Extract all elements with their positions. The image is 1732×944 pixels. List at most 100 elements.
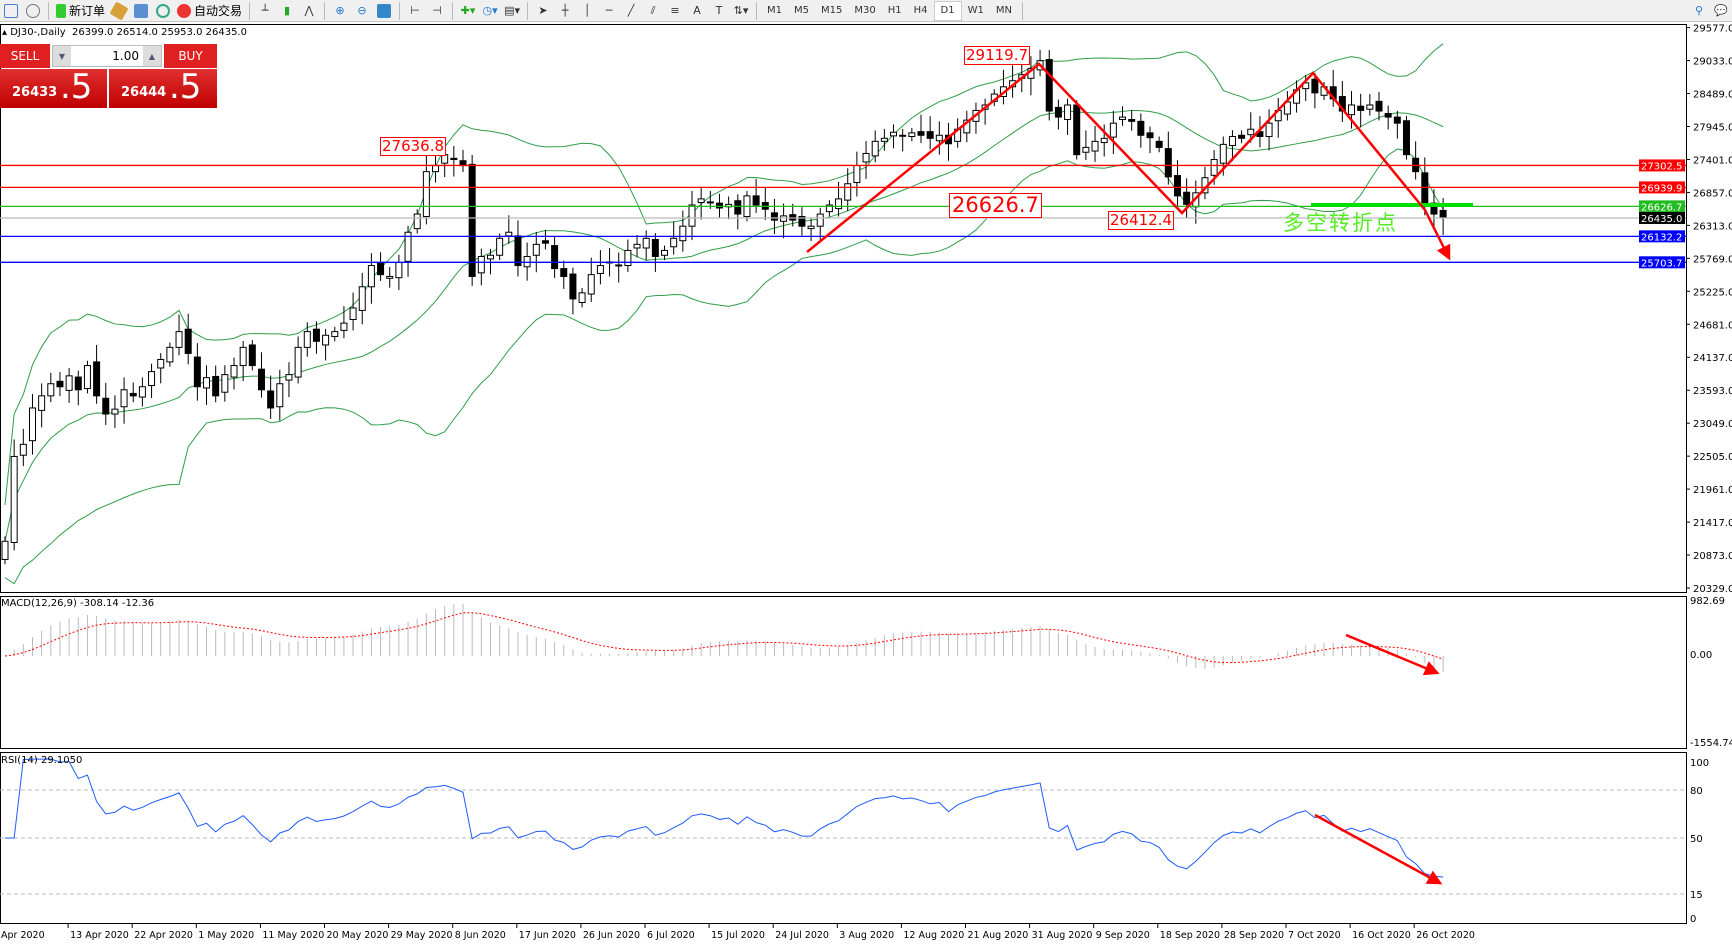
- periods-icon[interactable]: ◷▾: [482, 4, 498, 17]
- arrows-icon[interactable]: ⇅▾: [733, 4, 749, 17]
- candle: [1173, 160, 1181, 207]
- candle-body: [935, 134, 943, 142]
- price-tick-label: 25225.0: [1693, 287, 1732, 298]
- zoom-in-icon[interactable]: ⊕: [335, 4, 345, 17]
- rsi-tick-label: 80: [1690, 786, 1703, 797]
- lot-size-stepper[interactable]: ▼ 1.00 ▲: [52, 45, 162, 67]
- candle-body: [825, 204, 833, 213]
- search-icon[interactable]: ⚲: [1694, 4, 1704, 17]
- timeframe-d1[interactable]: D1: [933, 0, 962, 21]
- candle: [1357, 93, 1365, 128]
- equidistant-channel-icon[interactable]: ⫽: [650, 3, 656, 17]
- price-tick-label: 23049.0: [1693, 419, 1732, 430]
- price-tick-label: 22505.0: [1693, 452, 1732, 463]
- annotation-peak2[interactable]: 29119.7: [964, 46, 1031, 65]
- date-label: 11 May 2020: [262, 930, 324, 941]
- candle-body: [926, 131, 934, 139]
- trendline-icon[interactable]: ╱: [627, 4, 635, 17]
- candle-body: [239, 346, 247, 367]
- line-chart-icon[interactable]: ⋀: [304, 4, 314, 17]
- chart-shift-icon[interactable]: ⊣: [432, 4, 442, 17]
- candle-body: [1137, 120, 1145, 136]
- candle: [276, 369, 284, 421]
- crosshair-icon[interactable]: ┼: [561, 4, 569, 17]
- candle: [193, 343, 201, 401]
- candle: [386, 267, 394, 288]
- candle-body: [28, 407, 36, 442]
- lot-size-input[interactable]: 1.00: [112, 49, 139, 63]
- navigator-icon[interactable]: [130, 1, 152, 21]
- text-label-icon[interactable]: T: [715, 4, 723, 17]
- candle-body: [47, 383, 55, 397]
- bar-chart-icon[interactable]: ┴: [261, 4, 269, 17]
- date-label: 28 Sep 2020: [1224, 930, 1284, 941]
- price-tick-label: 21417.0: [1693, 518, 1732, 529]
- candle-body: [148, 371, 156, 387]
- candle: [770, 198, 778, 235]
- zoom-window-icon[interactable]: [22, 1, 44, 21]
- sell-button[interactable]: SELL: [0, 44, 50, 68]
- auto-trading-button[interactable]: 自动交易: [174, 1, 245, 21]
- signals-icon[interactable]: [152, 1, 174, 21]
- lot-decrease-button[interactable]: ▼: [53, 46, 71, 66]
- candle-body: [193, 356, 201, 388]
- zigzag-arrow: [806, 62, 1451, 261]
- annotation-level[interactable]: 26626.7: [949, 193, 1042, 218]
- lot-increase-button[interactable]: ▲: [143, 46, 161, 66]
- buy-button[interactable]: BUY: [164, 44, 217, 68]
- timeframe-h1[interactable]: H1: [887, 5, 902, 16]
- timeframe-mn[interactable]: MN: [995, 5, 1012, 16]
- candle: [65, 367, 73, 403]
- text-icon[interactable]: A: [693, 4, 701, 17]
- cursor-icon[interactable]: ➤: [538, 4, 548, 17]
- chat-icon[interactable]: 💬: [1714, 4, 1728, 17]
- candle: [871, 130, 879, 163]
- candle-body: [56, 380, 64, 388]
- candle-body: [1146, 132, 1154, 139]
- candle-body: [1384, 112, 1392, 118]
- timeframe-m5[interactable]: M5: [794, 5, 810, 16]
- annotation-peak1[interactable]: 27636.8: [380, 137, 447, 156]
- candlestick-icon[interactable]: ▮: [284, 4, 291, 17]
- candle: [596, 250, 604, 285]
- sell-price-button[interactable]: 26433.5: [0, 67, 107, 108]
- timeframe-m1[interactable]: M1: [767, 5, 783, 16]
- candle: [285, 362, 293, 398]
- horizontal-line-icon[interactable]: ─: [605, 4, 613, 17]
- vertical-line-icon[interactable]: │: [583, 4, 591, 17]
- zoom-out-icon[interactable]: ⊖: [357, 4, 367, 17]
- tile-windows-icon[interactable]: [373, 1, 395, 21]
- candle-body: [267, 390, 275, 409]
- annotation-trough[interactable]: 26412.4: [1108, 211, 1175, 230]
- buy-price-button[interactable]: 26444.5: [109, 67, 217, 108]
- candle: [825, 200, 833, 217]
- fibonacci-icon[interactable]: ≡: [670, 4, 680, 17]
- candle-body: [285, 374, 293, 381]
- chart-window-icon[interactable]: [0, 1, 22, 21]
- timeframe-w1[interactable]: W1: [967, 5, 984, 16]
- candle-body: [578, 292, 586, 304]
- candle-body: [496, 237, 504, 256]
- market-watch-icon[interactable]: [108, 0, 130, 21]
- candle-body: [633, 243, 641, 249]
- candle: [111, 395, 119, 428]
- new-order-button[interactable]: 新订单: [53, 1, 108, 21]
- price-tag: [1639, 159, 1685, 172]
- candle: [624, 239, 632, 272]
- pivot-point-label[interactable]: 多空转折点: [1283, 211, 1398, 235]
- timeframe-h4[interactable]: H4: [913, 5, 928, 16]
- candle: [1082, 130, 1090, 161]
- candle: [303, 322, 311, 357]
- timeframe-m30[interactable]: M30: [854, 5, 876, 16]
- indicators-icon[interactable]: ✚▾: [460, 4, 476, 17]
- candle-body: [184, 328, 192, 354]
- candle-body: [1238, 134, 1246, 139]
- candle-body: [74, 376, 82, 391]
- candle: [1247, 112, 1255, 143]
- price-tick-label: 29577.0: [1693, 24, 1732, 35]
- timeframe-m15[interactable]: M15: [821, 5, 843, 16]
- templates-icon[interactable]: ▤▾: [504, 4, 520, 17]
- auto-scroll-icon[interactable]: ⊢: [410, 4, 420, 17]
- candle: [1338, 81, 1346, 122]
